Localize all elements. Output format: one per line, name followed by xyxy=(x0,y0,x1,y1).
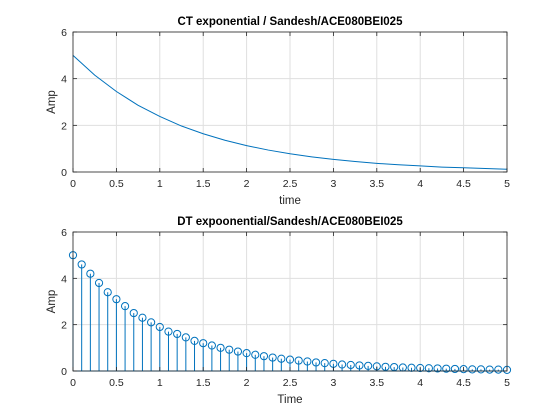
stem-marker xyxy=(433,364,442,373)
stem-marker xyxy=(268,353,277,362)
stem-marker xyxy=(181,333,190,342)
stem-marker xyxy=(94,278,104,288)
y-tick-label: 0 xyxy=(61,167,67,179)
stem-marker xyxy=(259,352,269,361)
x-tick-label: 4.5 xyxy=(456,178,471,190)
y-tick-label: 6 xyxy=(61,27,67,39)
stem-marker xyxy=(147,318,156,327)
stem-marker xyxy=(216,343,225,352)
x-tick-label: 2.5 xyxy=(283,377,298,389)
stem-marker xyxy=(233,347,243,356)
stem-marker xyxy=(494,365,503,374)
stem-marker xyxy=(225,345,234,354)
x-tick-label: 1 xyxy=(157,178,163,190)
x-tick-label: 0.5 xyxy=(109,178,124,190)
x-tick-label: 0.5 xyxy=(109,377,124,389)
x-axis-label: time xyxy=(279,195,301,207)
x-tick-label: 2.5 xyxy=(283,178,298,190)
y-tick-label: 2 xyxy=(61,320,67,332)
y-axis-label: Amp xyxy=(46,290,58,314)
y-tick-label: 2 xyxy=(61,120,67,132)
axes-1: 0 0.5 1 1.5 2 2.5 3 3.5 4 4.5 5 0 2 4 6 CT exponential … xyxy=(46,16,510,207)
y-axis-label: Amp xyxy=(46,90,58,114)
x-tick-label: 2 xyxy=(244,178,250,190)
x-axis-label: Time xyxy=(277,394,302,406)
y-tick-label: 0 xyxy=(61,366,67,378)
x-tick-label: 4 xyxy=(417,377,423,389)
stem-marker xyxy=(468,365,477,374)
stem-marker xyxy=(303,357,312,366)
stem-marker xyxy=(173,329,182,339)
chart-title: DT expoonential/Sandesh/ACE080BEI025 xyxy=(177,216,403,228)
stem-marker xyxy=(199,339,208,348)
stem-marker xyxy=(381,362,390,371)
y-tick-label: 4 xyxy=(61,74,67,86)
chart-title: CT exponential / Sandesh/ACE080BEI025 xyxy=(178,16,404,28)
x-tick-label: 3 xyxy=(330,178,336,190)
stem-marker xyxy=(242,349,251,358)
x-tick-label: 3.5 xyxy=(369,377,384,389)
stem-marker xyxy=(337,360,347,369)
stem-marker xyxy=(311,358,321,367)
axes-2: 0 0.5 1 1.5 2 2.5 3 3.5 4 4.5 5 0 2 4 6 DT expoonential… xyxy=(46,216,512,406)
stem-marker xyxy=(277,354,286,363)
stem-marker xyxy=(442,364,451,373)
x-tick-label: 0 xyxy=(70,178,76,190)
x-tick-label: 4 xyxy=(417,178,423,190)
x-tick-label: 3.5 xyxy=(369,178,384,190)
stem-marker xyxy=(346,360,355,370)
x-tick-label: 4.5 xyxy=(456,377,471,389)
stem-marker xyxy=(485,365,494,374)
stem-marker xyxy=(355,361,364,370)
stem-marker xyxy=(424,364,433,373)
stem-marker xyxy=(450,364,460,374)
line-series xyxy=(72,54,508,170)
x-tick-label: 1 xyxy=(157,377,163,389)
x-tick-label: 3 xyxy=(330,377,336,389)
stem-marker xyxy=(294,356,303,365)
x-tick-label: 5 xyxy=(504,178,510,190)
stem-marker xyxy=(103,288,112,297)
stem-marker xyxy=(190,336,199,345)
stem-marker xyxy=(120,302,130,311)
stem-marker xyxy=(207,341,216,350)
stem-marker xyxy=(285,355,295,364)
stem-marker xyxy=(129,308,138,318)
stem-marker xyxy=(86,269,95,278)
x-tick-label: 2 xyxy=(244,377,250,389)
stem-marker xyxy=(364,361,373,371)
stem-marker xyxy=(251,350,260,359)
stem-marker xyxy=(459,365,468,374)
stem-marker xyxy=(112,295,121,304)
stem-marker xyxy=(416,363,425,373)
y-tick-label: 4 xyxy=(61,273,67,285)
stem-marker xyxy=(164,327,173,336)
x-tick-label: 1.5 xyxy=(196,377,211,389)
stem-marker xyxy=(476,365,486,374)
x-tick-label: 1.5 xyxy=(196,178,211,190)
x-tick-label: 5 xyxy=(504,377,510,389)
stem-marker xyxy=(320,359,329,368)
stem-marker xyxy=(155,322,164,332)
y-tick-label: 6 xyxy=(61,227,67,239)
stem-marker xyxy=(77,260,86,269)
x-tick-label: 0 xyxy=(70,377,76,389)
stem-marker xyxy=(138,313,147,322)
